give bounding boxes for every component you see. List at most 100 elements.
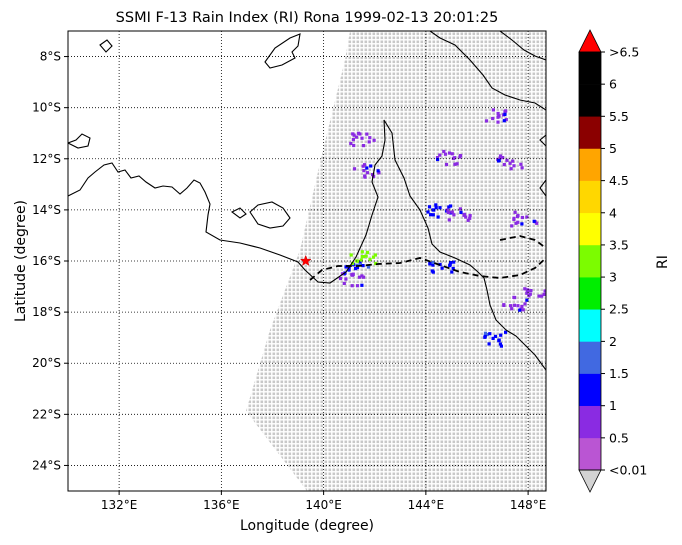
colorbar-segment	[579, 405, 601, 439]
rain-pixel	[342, 281, 346, 285]
rain-cluster	[428, 260, 456, 274]
rain-pixel	[520, 166, 524, 170]
rain-pixel	[508, 161, 512, 165]
rain-pixel	[356, 259, 360, 263]
rain-pixel	[499, 154, 503, 158]
rain-pixel	[466, 218, 470, 222]
map-plot-area	[68, 31, 551, 491]
rain-pixel	[491, 336, 495, 340]
rain-pixel	[356, 131, 361, 135]
rain-pixel	[485, 333, 489, 337]
rain-pixel	[431, 270, 435, 274]
colorbar-label: RI	[655, 255, 671, 269]
rain-pixel	[462, 212, 467, 216]
rain-pixel	[525, 291, 529, 295]
colorbar-segment	[579, 341, 601, 374]
rain-pixel	[504, 109, 508, 113]
colorbar-segment	[579, 84, 601, 117]
rain-pixel	[513, 210, 517, 214]
rain-pixel	[496, 120, 500, 124]
colorbar-tick-label: 4.5	[609, 173, 629, 188]
y-axis-label: Latitude (degree)	[13, 200, 29, 322]
rain-pixel	[520, 222, 524, 226]
rain-pixel	[426, 210, 430, 214]
rain-pixel	[431, 260, 435, 264]
colorbar-segment	[579, 180, 601, 214]
rain-pixel	[351, 272, 355, 276]
colorbar-segment	[579, 52, 601, 85]
rain-pixel	[459, 210, 463, 214]
rain-pixel	[445, 208, 449, 212]
colorbar-frame	[578, 51, 602, 471]
rain-pixel	[520, 215, 524, 220]
rain-cluster	[352, 163, 381, 179]
rain-pixel	[548, 297, 551, 300]
rain-pixel	[347, 268, 351, 272]
rain-cluster	[349, 131, 376, 148]
rain-pixel	[509, 304, 513, 308]
rain-pixel	[377, 171, 381, 175]
rain-pixel	[488, 332, 492, 336]
x-tick-label: 136°E	[203, 498, 240, 512]
rain-pixel	[365, 132, 369, 136]
rain-pixel	[362, 169, 366, 173]
rain-pixel	[351, 261, 355, 266]
rain-pixel	[444, 162, 449, 167]
rain-pixel	[436, 157, 440, 162]
rain-pixel	[496, 111, 500, 116]
rain-pixel	[516, 213, 520, 218]
rain-pixel	[499, 333, 503, 337]
rain-pixel	[512, 303, 516, 307]
rain-pixel	[501, 156, 505, 160]
colorbar-tick-label: 1.5	[609, 366, 629, 381]
rain-pixel	[509, 167, 513, 171]
rain-pixel	[512, 164, 516, 168]
colorbar-tick-label: 2.5	[609, 302, 629, 317]
rain-pixel	[451, 266, 455, 271]
rain-pixel	[511, 159, 515, 163]
rain-pixel	[452, 213, 456, 217]
y-tick-label: 22°S	[32, 407, 61, 421]
colorbar-tick-label: 5	[609, 141, 617, 156]
colorbar-tick-label: >6.5	[609, 45, 639, 60]
rain-pixel	[360, 136, 364, 140]
rain-pixel	[458, 207, 462, 211]
rain-pixel	[365, 250, 370, 254]
rain-pixel	[502, 163, 506, 167]
y-tick-label: 10°S	[32, 101, 61, 115]
rain-pixel	[449, 204, 453, 208]
rain-pixel	[464, 215, 468, 219]
rain-pixel	[484, 119, 489, 123]
colorbar-tick-label: 3	[609, 270, 617, 285]
rain-pixel	[431, 213, 435, 217]
rain-pixel	[483, 331, 488, 335]
rain-pixel	[352, 167, 357, 171]
y-tick-label: 24°S	[32, 458, 61, 472]
rain-pixel	[360, 250, 364, 254]
rain-pixel	[448, 264, 452, 268]
rain-pixel	[443, 152, 448, 156]
rain-pixel	[354, 267, 358, 271]
rain-pixel	[358, 263, 362, 267]
rain-pixel	[369, 164, 373, 168]
rain-pixel	[525, 215, 529, 219]
colorbar-segment	[579, 244, 601, 278]
rain-pixel	[371, 255, 376, 259]
rain-pixel	[514, 221, 518, 225]
rain-pixel	[537, 294, 541, 298]
rain-pixel	[525, 298, 529, 302]
rain-pixel	[371, 173, 375, 177]
rain-pixel	[497, 339, 501, 343]
colorbar-under-triangle	[578, 469, 602, 493]
rain-pixel	[503, 112, 507, 116]
rain-pixel	[447, 205, 451, 209]
rain-pixel	[360, 255, 364, 259]
rain-pixel	[429, 213, 433, 217]
rain-cluster	[496, 154, 524, 171]
colorbar: <0.01 0.5 1 1.5 2 2.5 3 3.5 4 4.5 5 5.5 6 >6.5	[578, 29, 647, 493]
rain-pixel	[502, 303, 506, 307]
rain-pixel	[365, 166, 369, 170]
rain-pixel	[351, 132, 355, 136]
rain-pixel	[491, 116, 495, 121]
rain-pixel	[355, 265, 360, 270]
